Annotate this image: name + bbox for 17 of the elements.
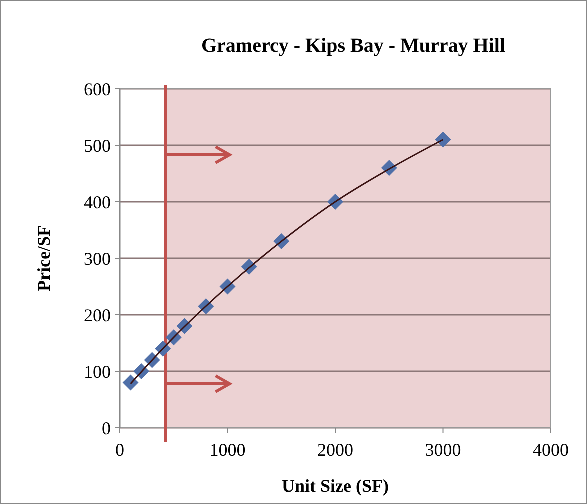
x-tick-label: 4000 — [533, 440, 569, 460]
x-tick-label: 0 — [116, 440, 124, 460]
y-tick-label: 300 — [84, 248, 111, 269]
y-tick-label: 500 — [84, 136, 111, 156]
y-tick-label: 600 — [84, 79, 111, 100]
x-tick-label: 3000 — [425, 440, 462, 460]
y-tick-label: 400 — [84, 192, 111, 212]
x-axis-title: Unit Size (SF) — [282, 476, 389, 496]
y-tick-label: 100 — [84, 362, 111, 382]
chart-title: Gramercy - Kips Bay - Murray Hill — [201, 35, 506, 57]
y-tick-label: 200 — [84, 305, 111, 326]
x-tick-label: 1000 — [210, 440, 246, 460]
x-tick-label: 2000 — [318, 440, 354, 460]
y-tick-label: 0 — [102, 418, 111, 438]
point — [122, 374, 139, 391]
y-axis-title: Price/SF — [34, 226, 54, 292]
point — [435, 132, 452, 148]
